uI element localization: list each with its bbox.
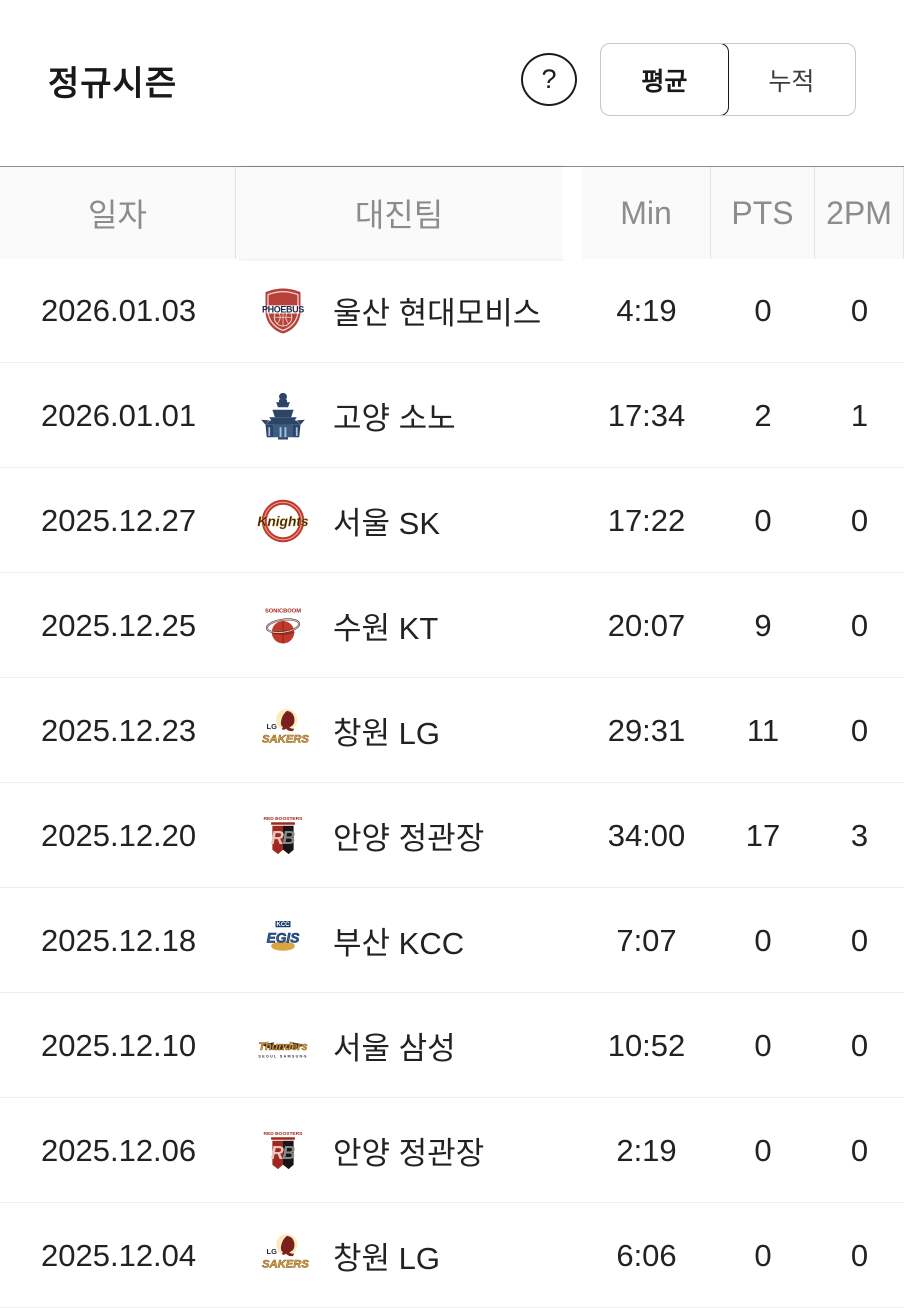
- svg-text:B: B: [282, 1143, 295, 1163]
- svg-text:EGIS: EGIS: [267, 930, 301, 945]
- svg-text:PHOEBUS: PHOEBUS: [262, 304, 304, 314]
- svg-text:SAKERS: SAKERS: [262, 1258, 309, 1270]
- svg-text:LG: LG: [267, 721, 278, 730]
- svg-text:B: B: [282, 828, 295, 848]
- svg-text:SONICBOOM: SONICBOOM: [265, 608, 301, 614]
- svg-text:Thunders: Thunders: [259, 1040, 308, 1052]
- svg-text:LG: LG: [267, 1246, 278, 1255]
- svg-text:RED BOOSTERS: RED BOOSTERS: [264, 816, 304, 822]
- svg-text:RED BOOSTERS: RED BOOSTERS: [264, 1131, 304, 1137]
- svg-text:Knights: Knights: [257, 514, 309, 529]
- svg-text:SAKERS: SAKERS: [262, 733, 309, 745]
- svg-text:KCC: KCC: [277, 922, 291, 928]
- svg-text:SEOUL SAMSUNG: SEOUL SAMSUNG: [258, 1054, 307, 1058]
